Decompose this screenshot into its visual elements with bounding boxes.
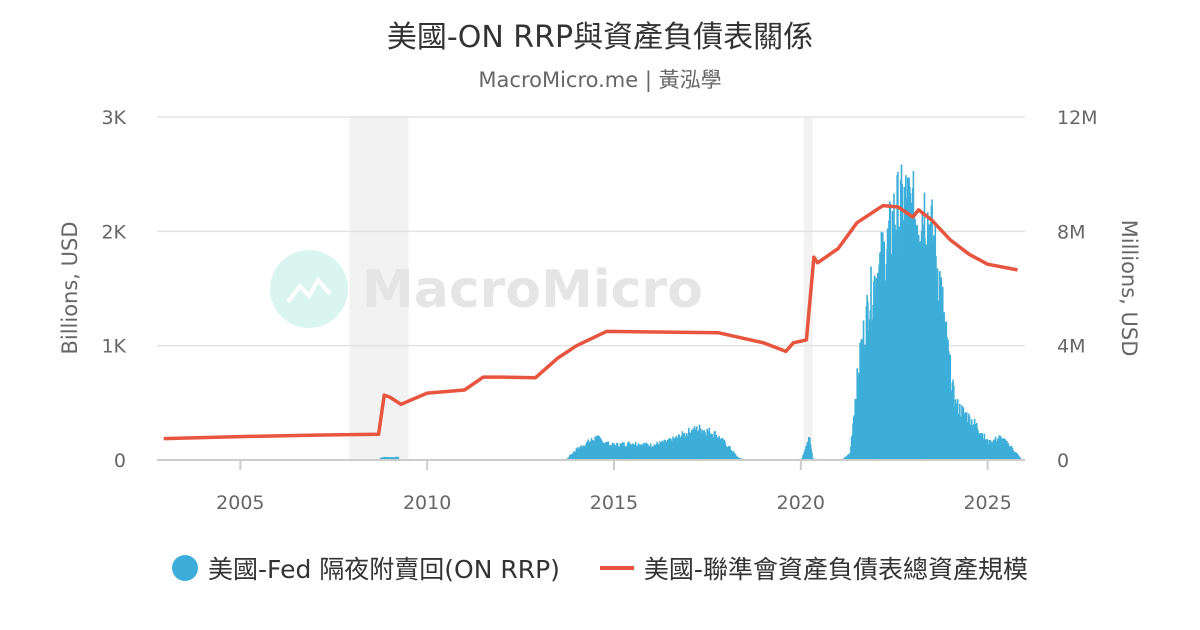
- left-tick-label: 3K: [101, 107, 126, 129]
- left-tick-label: 2K: [101, 221, 126, 243]
- chart-subtitle: MacroMicro.me | 黃泓學: [478, 68, 722, 92]
- fed-balance-sheet-line: [163, 203, 1018, 441]
- recession-band: [803, 117, 813, 460]
- legend-label: 美國-Fed 隔夜附賣回(ON RRP): [208, 555, 560, 584]
- rrp-bar: [1019, 457, 1021, 460]
- watermark-logo-icon: [270, 250, 348, 328]
- watermark: MacroMicro: [270, 250, 703, 328]
- right-tick-label: 4M: [1057, 336, 1085, 358]
- rrp-bar: [811, 452, 813, 460]
- legend-item-balance-sheet[interactable]: 美國-聯準會資產負債表總資產規模: [599, 550, 1028, 586]
- rrp-bar: [397, 456, 399, 460]
- rrp-bar: [811, 457, 814, 460]
- right-tick-label: 0: [1057, 450, 1069, 472]
- x-tick-label: 2020: [777, 492, 825, 514]
- x-tick-label: 2010: [403, 492, 451, 514]
- legend: 美國-Fed 隔夜附賣回(ON RRP) 美國-聯準會資產負債表總資產規模: [0, 550, 1200, 586]
- legend-line-icon: [599, 566, 634, 570]
- left-tick-label: 1K: [101, 336, 126, 358]
- legend-dot-icon: [172, 555, 199, 581]
- right-tick-label: 8M: [1057, 221, 1085, 243]
- right-axis-label: Millions, USD: [1117, 220, 1141, 357]
- left-axis-label: Billions, USD: [58, 221, 82, 354]
- left-tick-label: 0: [114, 450, 126, 472]
- chart-title: 美國-ON RRP與資產負債表關係: [386, 20, 814, 55]
- right-tick-label: 12M: [1057, 107, 1098, 129]
- x-tick-label: 2005: [216, 492, 264, 514]
- watermark-text: MacroMicro: [362, 260, 703, 320]
- legend-item-on-rrp[interactable]: 美國-Fed 隔夜附賣回(ON RRP): [172, 550, 560, 586]
- x-tick-label: 2015: [590, 492, 638, 514]
- x-tick-label: 2025: [963, 492, 1011, 514]
- legend-label: 美國-聯準會資產負債表總資產規模: [643, 555, 1028, 584]
